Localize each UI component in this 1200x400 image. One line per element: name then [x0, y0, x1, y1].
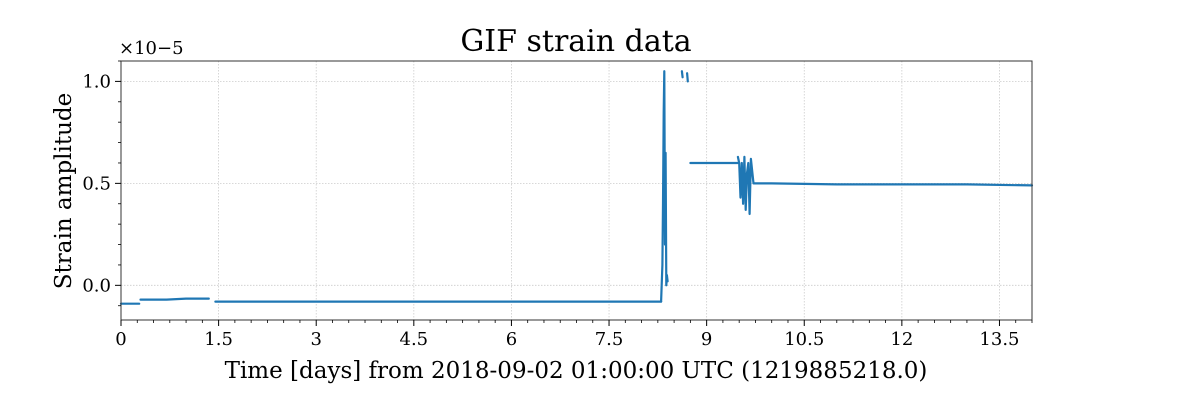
y-tick-label: 1.0: [82, 71, 111, 92]
x-tick-label: 12: [890, 329, 913, 350]
plot-frame: [120, 60, 1033, 321]
x-tick-label: 13.5: [979, 329, 1019, 350]
y-axis-label: Strain amplitude: [51, 93, 77, 290]
x-tick-label: 10.5: [784, 329, 824, 350]
x-tick-label: 7.5: [595, 329, 624, 350]
x-tick-label: 4.5: [400, 329, 429, 350]
chart-title: GIF strain data: [460, 24, 691, 59]
strain-series-segment: [736, 155, 1034, 216]
strain-series-segment: [659, 70, 669, 303]
strain-series-segment: [680, 70, 684, 79]
x-tick-label: 1.5: [204, 329, 233, 350]
y-axis-multiplier: ×10−5: [119, 38, 184, 59]
x-axis-label: Time [days] from 2018-09-02 01:00:00 UTC…: [225, 358, 928, 384]
y-tick-label: 0.0: [82, 275, 111, 296]
x-tick-label: 3: [310, 329, 321, 350]
strain-series-segment: [685, 72, 689, 83]
x-tick-label: 0: [115, 329, 126, 350]
x-tick-label: 9: [701, 329, 712, 350]
y-tick-label: 0.5: [82, 173, 111, 194]
strain-series-segment: [139, 297, 210, 301]
x-tick-label: 6: [506, 329, 517, 350]
